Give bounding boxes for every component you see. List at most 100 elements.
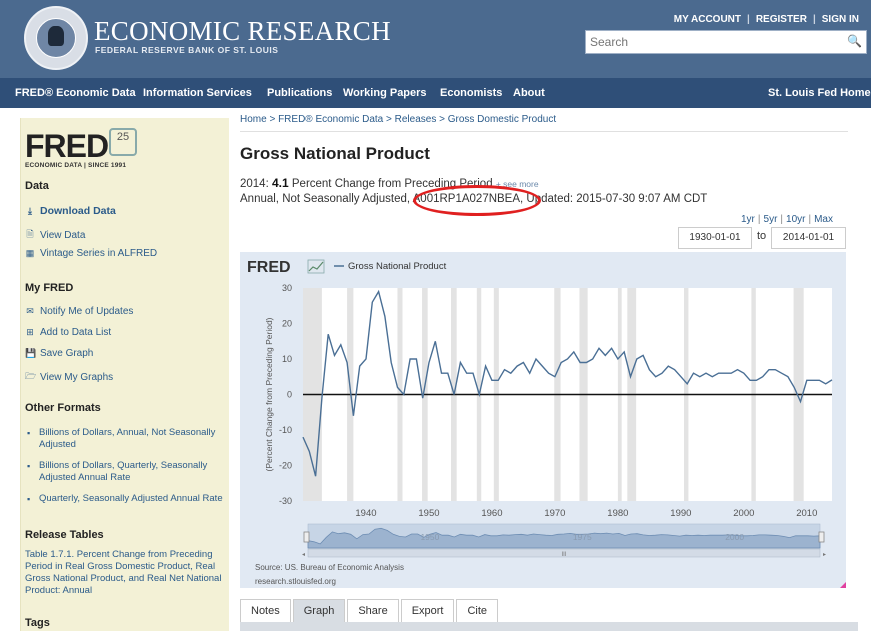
- search-icon[interactable]: 🔍: [847, 34, 862, 48]
- envelope-icon: ✉: [26, 306, 34, 316]
- brand-subtitle: FEDERAL RESERVE BANK OF ST. LOUIS: [95, 45, 279, 55]
- y-tick-label: 0: [287, 390, 292, 400]
- format-link[interactable]: Billions of Dollars, Annual, Not Seasona…: [25, 427, 225, 451]
- nav-information-services[interactable]: Information Services: [143, 87, 252, 99]
- register-link[interactable]: REGISTER: [755, 14, 807, 25]
- series: [302, 289, 833, 477]
- brand-title[interactable]: ECONOMIC RESEARCH: [94, 16, 391, 46]
- add-to-list-link[interactable]: ⊞ Add to Data List: [25, 327, 111, 338]
- fred-logo-sub: ECONOMIC DATA | SINCE 1991: [25, 162, 127, 169]
- release-table-link[interactable]: Table 1.7.1. Percent Change from Precedi…: [25, 549, 222, 596]
- range-max[interactable]: Max: [814, 214, 833, 225]
- gnp-series-line: [302, 289, 833, 477]
- x-tick-label: 1980: [607, 508, 628, 519]
- scrollbar-grip: III: [561, 552, 566, 558]
- save-icon: 💾: [25, 348, 37, 358]
- view-graphs-label: View My Graphs: [40, 371, 114, 383]
- tab-strip: Notes Graph Share Export Cite: [240, 599, 500, 623]
- scroll-right-arrow: ▸: [823, 552, 826, 558]
- chart-area: 30 20 10 0 -10 -20 -30 1940 1950 1960 1970 1980 1990…: [240, 252, 846, 588]
- obs-value: 4.1: [271, 176, 289, 190]
- sidebar: FRED 25 ECONOMIC DATA | SINCE 1991 Data …: [20, 118, 229, 631]
- search-box: 🔍: [585, 30, 867, 54]
- x-tick-label: 1940: [355, 508, 376, 519]
- view-graphs-link[interactable]: 🗁 View My Graphs: [25, 369, 113, 385]
- chart-text: FRED Gross National Product Source: US. Bu…: [247, 259, 846, 588]
- other-formats-heading: Other Formats: [25, 402, 101, 414]
- x-tick-label: 1950: [418, 508, 439, 519]
- y-tick-label: 30: [282, 283, 292, 293]
- tab-cite[interactable]: Cite: [456, 599, 499, 623]
- divider: [240, 131, 848, 132]
- download-data-link[interactable]: ⤓ Download Data: [25, 205, 116, 217]
- start-date-input[interactable]: 1930-01-01: [678, 227, 752, 249]
- range-10yr[interactable]: 10yr: [786, 214, 806, 225]
- seal-inner: [36, 18, 76, 58]
- data-heading: Data: [25, 180, 49, 192]
- end-date-input[interactable]: 2014-01-01: [771, 227, 846, 249]
- tab-content-bar: [240, 622, 858, 631]
- navigator-left-handle: [303, 531, 310, 543]
- date-to-label: to: [757, 230, 767, 242]
- legend-label: Gross National Product: [348, 261, 447, 272]
- navigator-scrollbar: [307, 548, 821, 558]
- add-list-label: Add to Data List: [40, 327, 112, 338]
- separator: |: [812, 14, 816, 25]
- y-axis-label: (Percent Change from Preceding Period): [264, 317, 274, 471]
- x-tick-label: 2010: [796, 508, 817, 519]
- tab-share[interactable]: Share: [347, 599, 399, 623]
- nav-economists[interactable]: Economists: [440, 87, 503, 99]
- chart-source: Source: US. Bureau of Economic Analysis: [255, 563, 404, 572]
- main-nav: FRED® Economic Data Information Services…: [0, 78, 871, 108]
- save-graph-link[interactable]: 💾 Save Graph: [25, 348, 93, 359]
- range-5yr[interactable]: 5yr: [763, 214, 778, 225]
- search-input[interactable]: [586, 31, 836, 53]
- fred-logo-graph-icon: [307, 259, 325, 274]
- eagle-icon: [48, 26, 64, 46]
- separator: |: [757, 214, 761, 225]
- meta-frequency: Annual, Not Seasonally Adjusted,: [240, 193, 413, 205]
- sign-in-link[interactable]: SIGN IN: [821, 14, 859, 25]
- fed-seal-logo[interactable]: [24, 6, 88, 70]
- navigator-label: 1975: [573, 532, 592, 542]
- see-more-link[interactable]: + see more: [495, 179, 539, 189]
- my-account-link[interactable]: MY ACCOUNT: [673, 14, 742, 25]
- fred-logo-text: FRED: [25, 128, 109, 164]
- tab-export[interactable]: Export: [400, 599, 455, 623]
- breadcrumb[interactable]: Home > FRED® Economic Data > Releases > …: [240, 114, 557, 125]
- page-title: Gross National Product: [240, 144, 430, 163]
- notify-updates-link[interactable]: ✉ Notify Me of Updates: [25, 306, 133, 317]
- alfred-link[interactable]: ▦ Vintage Series in ALFRED: [25, 248, 157, 259]
- navigator-label: 2000: [725, 532, 744, 542]
- download-icon: ⤓: [28, 205, 32, 216]
- format-link[interactable]: Billions of Dollars, Quarterly, Seasonal…: [25, 460, 225, 484]
- download-data-label: Download Data: [40, 205, 116, 217]
- navigator-series: [307, 527, 821, 549]
- table-icon: ▦: [25, 248, 35, 258]
- fred-logo[interactable]: FRED 25 ECONOMIC DATA | SINCE 1991: [25, 128, 165, 172]
- alfred-label: Vintage Series in ALFRED: [40, 248, 158, 259]
- file-icon: 🗎: [26, 229, 34, 239]
- fred-logo-graph-line: [308, 261, 324, 272]
- nav-working-papers[interactable]: Working Papers: [343, 87, 427, 99]
- view-data-link[interactable]: 🗎 View Data: [25, 227, 85, 243]
- navigator: 1950 1975 2000 III ◂ ▸: [302, 523, 826, 558]
- view-data-label: View Data: [40, 229, 86, 241]
- separator: |: [780, 214, 784, 225]
- tab-notes[interactable]: Notes: [240, 599, 291, 623]
- nav-about[interactable]: About: [513, 87, 545, 99]
- tags-heading: Tags: [25, 617, 50, 629]
- x-tick-label: 1990: [670, 508, 691, 519]
- separator: |: [747, 14, 750, 25]
- range-1yr[interactable]: 1yr: [741, 214, 755, 225]
- format-link[interactable]: Quarterly, Seasonally Adjusted Annual Ra…: [25, 493, 225, 505]
- nav-fred[interactable]: FRED® Economic Data: [15, 87, 136, 99]
- nav-publications[interactable]: Publications: [267, 87, 333, 99]
- tab-graph[interactable]: Graph: [292, 599, 346, 623]
- range-selector: 1yr | 5yr | 10yr | Max: [741, 214, 833, 225]
- nav-stlouisfed-home[interactable]: St. Louis Fed Home: [768, 87, 871, 99]
- obs-year: 2014:: [240, 178, 269, 190]
- y-tick-label: 20: [282, 319, 292, 329]
